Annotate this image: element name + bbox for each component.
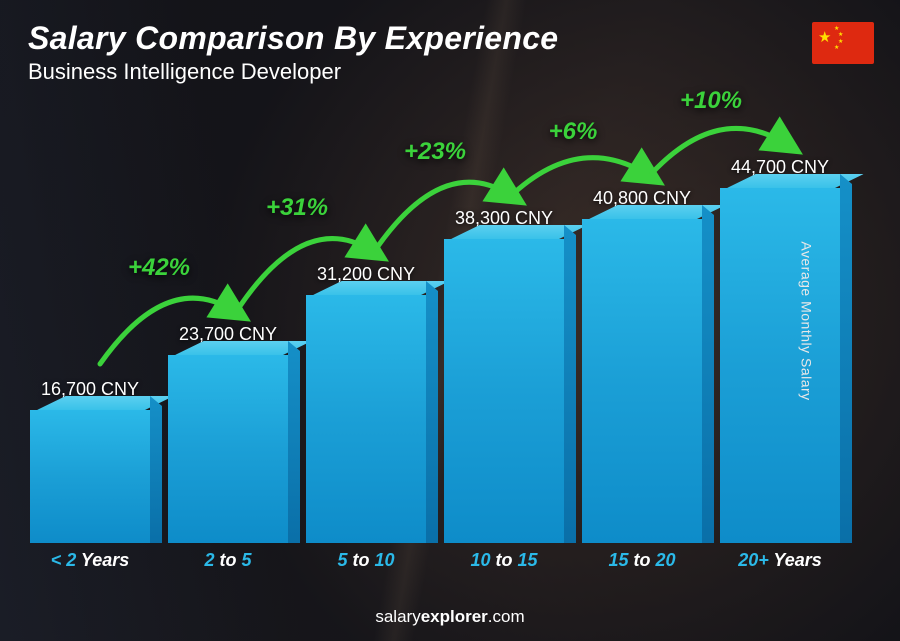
x-axis-label: 2 to 5 xyxy=(168,550,288,571)
footer-credit: salaryexplorer.com xyxy=(0,607,900,627)
bar-group: 16,700 CNY xyxy=(30,379,150,543)
header: Salary Comparison By Experience Business… xyxy=(28,20,558,85)
x-axis-label: 10 to 15 xyxy=(444,550,564,571)
x-axis-label: < 2 Years xyxy=(30,550,150,571)
page-subtitle: Business Intelligence Developer xyxy=(28,59,558,85)
bar xyxy=(720,188,840,543)
footer-text: salary xyxy=(375,607,420,626)
bar-group: 40,800 CNY xyxy=(582,188,702,543)
bar xyxy=(444,239,564,543)
bar xyxy=(30,410,150,543)
bar xyxy=(168,355,288,543)
bar xyxy=(582,219,702,543)
bar-group: 38,300 CNY xyxy=(444,208,564,543)
footer-text-bold: explorer xyxy=(421,607,488,626)
x-axis-label: 5 to 10 xyxy=(306,550,426,571)
bar-group: 44,700 CNY xyxy=(720,157,840,543)
bar-group: 23,700 CNY xyxy=(168,324,288,543)
bar-group: 31,200 CNY xyxy=(306,264,426,543)
footer-text-suffix: .com xyxy=(488,607,525,626)
x-axis-label: 20+ Years xyxy=(720,550,840,571)
china-flag-icon: ★ ★★★★ xyxy=(812,22,874,64)
page-title: Salary Comparison By Experience xyxy=(28,20,558,57)
x-axis-label: 15 to 20 xyxy=(582,550,702,571)
bar xyxy=(306,295,426,543)
y-axis-label: Average Monthly Salary xyxy=(798,241,814,400)
salary-chart: 16,700 CNY23,700 CNY31,200 CNY38,300 CNY… xyxy=(30,120,840,571)
